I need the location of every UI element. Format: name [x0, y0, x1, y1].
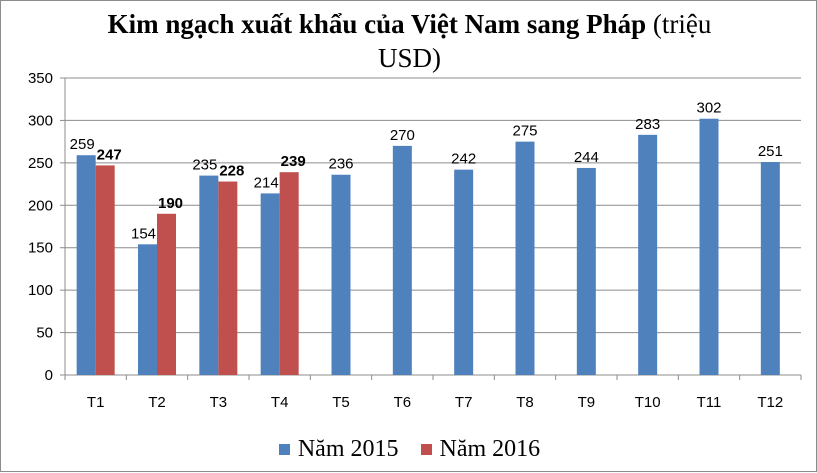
- x-tick-label-T7: T7: [455, 394, 473, 411]
- bar-Năm-2016-T2: [157, 213, 176, 375]
- bar-Năm-2015-T2: [138, 244, 157, 375]
- legend-item-2015: Năm 2015: [278, 436, 399, 463]
- bar-Năm-2015-T4: [260, 193, 280, 375]
- x-tick-label-T2: T2: [148, 394, 166, 411]
- bar-Năm-2015-T8: [515, 141, 535, 375]
- data-label-Năm-2015-T12: 251: [758, 143, 783, 160]
- data-label-Năm-2015-T4: 214: [254, 174, 279, 191]
- bar-Năm-2015-T1: [76, 155, 96, 375]
- bar-Năm-2016-T4: [279, 172, 299, 375]
- data-label-Năm-2015-T5: 236: [328, 156, 353, 173]
- data-label-Năm-2016-T2: 190: [158, 195, 183, 212]
- x-tick-label-T1: T1: [87, 394, 105, 411]
- y-tick-label-150: 150: [28, 240, 53, 257]
- data-label-Năm-2015-T1: 259: [70, 136, 95, 153]
- legend: Năm 2015 Năm 2016: [1, 435, 817, 463]
- data-label-Năm-2015-T11: 302: [696, 100, 721, 117]
- chart-title-unit: (triệu: [652, 9, 712, 39]
- x-tick-label-T8: T8: [516, 394, 534, 411]
- bar-Năm-2016-T3: [218, 181, 238, 375]
- bar-Năm-2015-T11: [699, 118, 719, 375]
- chart-title: Kim ngạch xuất khẩu của Việt Nam sang Ph…: [1, 7, 817, 75]
- y-tick-label-300: 300: [28, 112, 53, 129]
- bar-Năm-2015-T3: [199, 175, 219, 375]
- data-label-Năm-2015-T8: 275: [512, 123, 537, 140]
- legend-label-2015: Năm 2015: [297, 436, 399, 462]
- legend-item-2016: Năm 2016: [420, 436, 541, 463]
- bar-Năm-2015-T12: [760, 162, 780, 375]
- bar-Năm-2015-T5: [331, 174, 351, 375]
- bar-Năm-2015-T7: [454, 169, 474, 375]
- legend-swatch-2015: [278, 444, 290, 455]
- x-tick-label-T10: T10: [635, 394, 661, 411]
- bar-Năm-2015-T9: [576, 167, 596, 375]
- bar-Năm-2016-T1: [95, 165, 115, 375]
- chart-title-main: Kim ngạch xuất khẩu của Việt Nam sang Ph…: [107, 9, 647, 39]
- y-tick-label-100: 100: [28, 282, 53, 299]
- data-label-Năm-2015-T6: 270: [390, 127, 415, 144]
- data-label-Năm-2016-T1: 247: [97, 146, 122, 163]
- data-label-Năm-2016-T4: 239: [281, 153, 306, 170]
- x-tick-label-T12: T12: [757, 394, 783, 411]
- y-tick-label-0: 0: [45, 367, 53, 384]
- y-tick-label-250: 250: [28, 155, 53, 172]
- legend-label-2016: Năm 2016: [439, 436, 541, 462]
- x-tick-label-T5: T5: [332, 394, 350, 411]
- x-tick-label-T9: T9: [578, 394, 596, 411]
- data-label-Năm-2016-T3: 228: [219, 163, 244, 180]
- data-label-Năm-2015-T3: 235: [192, 157, 217, 174]
- data-label-Năm-2015-T2: 154: [131, 225, 156, 242]
- x-tick-label-T6: T6: [394, 394, 412, 411]
- y-tick-label-350: 350: [28, 70, 53, 87]
- legend-swatch-2016: [420, 444, 432, 455]
- y-tick-label-200: 200: [28, 197, 53, 214]
- data-label-Năm-2015-T10: 283: [635, 116, 660, 133]
- x-tick-label-T11: T11: [697, 394, 722, 411]
- chart-title-unit-line2: USD): [377, 43, 441, 73]
- x-tick-label-T4: T4: [271, 394, 289, 411]
- bar-Năm-2015-T6: [392, 145, 412, 375]
- bar-Năm-2015-T10: [638, 134, 658, 375]
- data-label-Năm-2015-T9: 244: [574, 149, 599, 166]
- y-tick-label-50: 50: [36, 325, 53, 342]
- data-label-Năm-2015-T7: 242: [451, 151, 476, 168]
- x-tick-label-T3: T3: [210, 394, 228, 411]
